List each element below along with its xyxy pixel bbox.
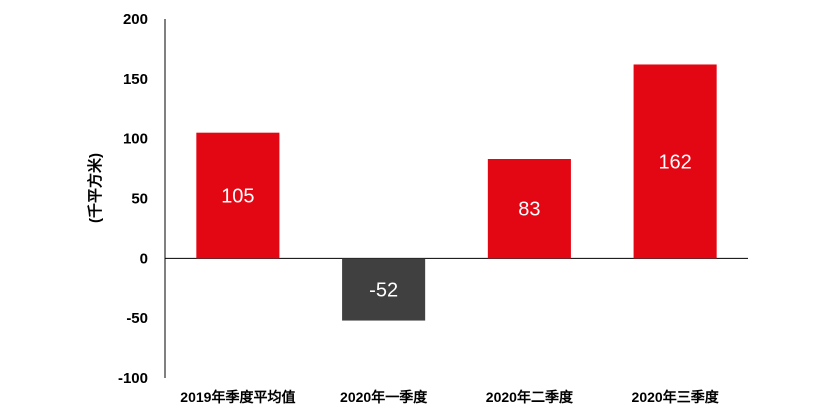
bar-value-label: 105: [221, 186, 254, 208]
bar-value-label: 83: [518, 199, 540, 221]
category-labels: 2019年季度平均值 2020年一季度 2020年二季度 2020年三季度: [180, 389, 719, 405]
bars-group: 105 -52 83 162: [196, 64, 717, 321]
y-tick-label: 200: [123, 11, 148, 28]
bar-value-label: -52: [369, 279, 398, 301]
y-axis-title: (千平方米): [86, 153, 104, 223]
y-axis-ticks: 200 150 100 50 0 -50 -100: [118, 11, 148, 387]
bar-value-label: 162: [658, 151, 691, 173]
y-tick-label: 150: [123, 71, 148, 88]
bar: [487, 159, 571, 259]
y-tick-label: 50: [131, 191, 148, 208]
bar: [196, 132, 280, 259]
x-category-label: 2020年二季度: [486, 389, 574, 405]
x-category-label: 2019年季度平均值: [180, 389, 295, 405]
bar: [633, 64, 717, 259]
y-tick-label: -100: [118, 370, 148, 387]
x-category-label: 2020年三季度: [632, 389, 720, 405]
bar: [342, 258, 426, 321]
y-tick-label: -50: [126, 310, 148, 327]
y-tick-label: 0: [140, 250, 148, 267]
y-tick-label: 100: [123, 131, 148, 148]
x-category-label: 2020年一季度: [340, 389, 428, 405]
